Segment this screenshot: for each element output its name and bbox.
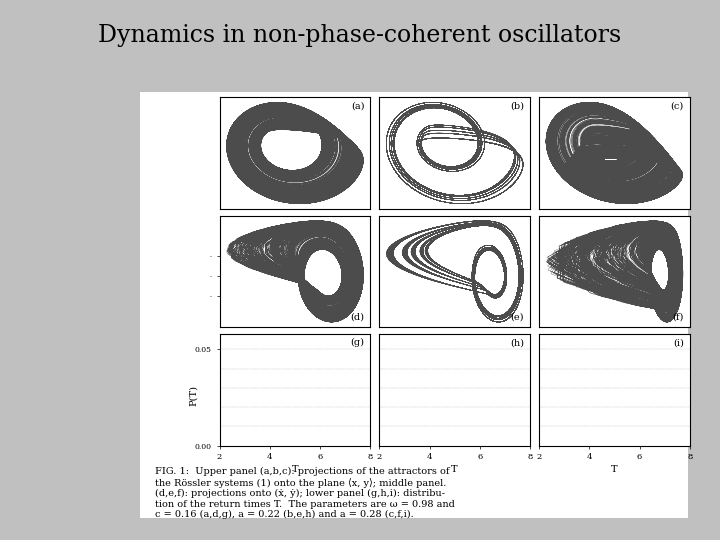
Text: (d): (d) [350, 313, 364, 322]
Text: FIG. 1:  Upper panel (a,b,c): projections of the attractors of
the Rössler syste: FIG. 1: Upper panel (a,b,c): projections… [155, 467, 454, 519]
X-axis label: T: T [611, 465, 618, 474]
Text: (i): (i) [673, 339, 684, 347]
Text: (e): (e) [510, 313, 524, 322]
Text: (c): (c) [670, 102, 684, 111]
Text: Dynamics in non-phase-coherent oscillators: Dynamics in non-phase-coherent oscillato… [99, 24, 621, 46]
Text: (f): (f) [672, 313, 684, 322]
Text: (a): (a) [351, 102, 364, 111]
Text: (h): (h) [510, 339, 524, 347]
X-axis label: T: T [292, 465, 298, 474]
Text: (g): (g) [350, 339, 364, 347]
Text: P(T): P(T) [189, 385, 197, 406]
Text: (b): (b) [510, 102, 524, 111]
X-axis label: T: T [451, 465, 458, 474]
